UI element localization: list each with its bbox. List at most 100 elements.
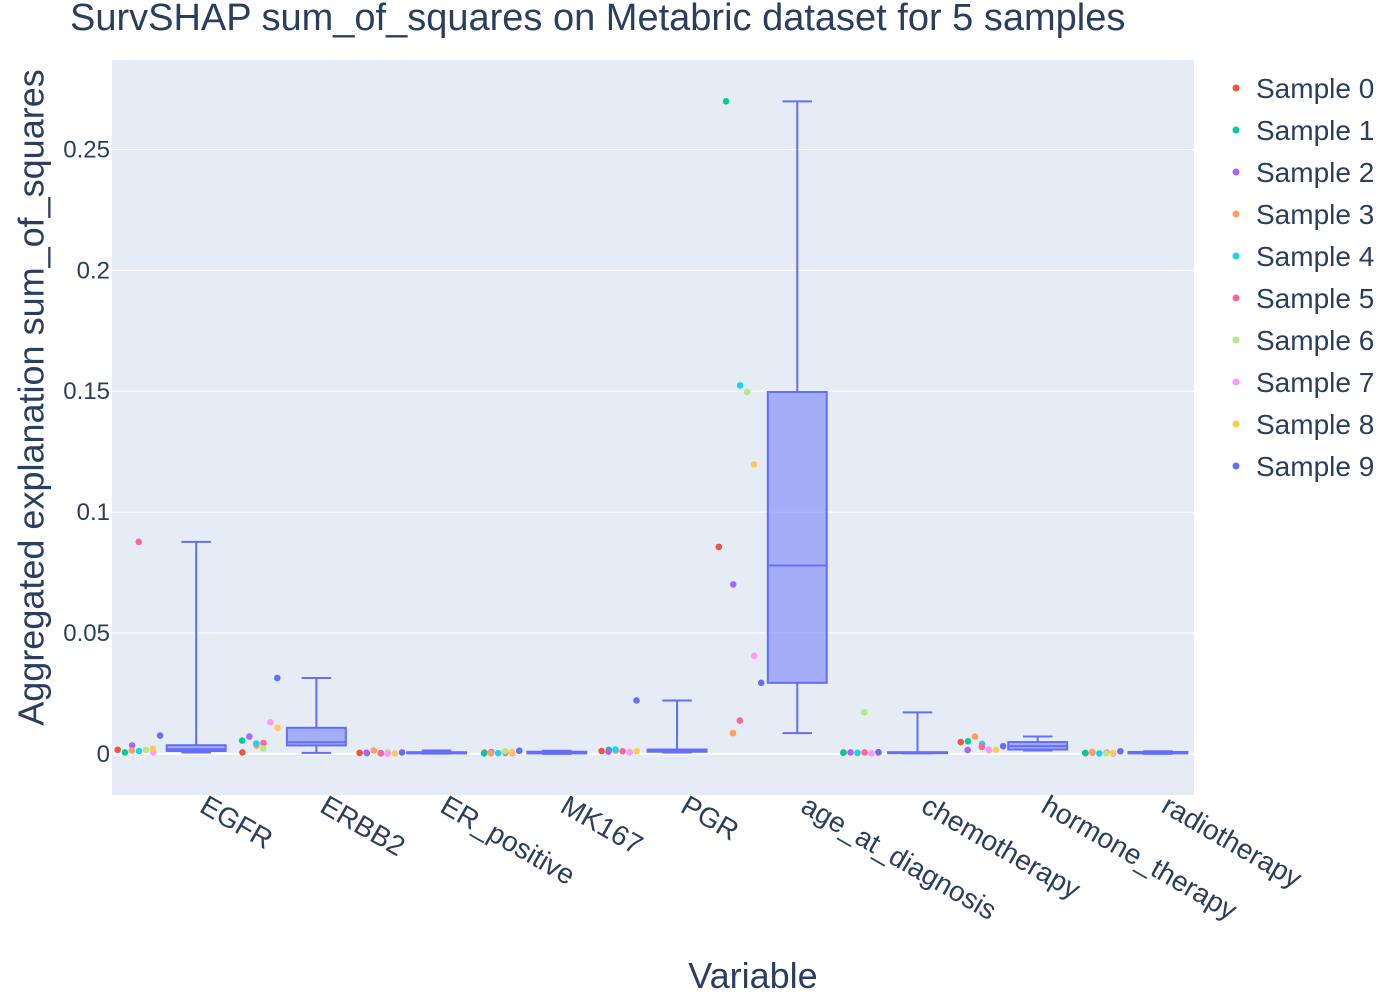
data-point (515, 747, 523, 755)
data-point (238, 737, 246, 744)
data-point (839, 749, 847, 756)
data-point (384, 750, 391, 757)
x-axis-title: Variable (688, 955, 817, 996)
data-point (999, 742, 1007, 750)
data-point (729, 729, 737, 737)
data-point (633, 747, 641, 755)
data-point (128, 742, 136, 749)
y-axis-title: Aggregated explanation sum_of_squares (11, 69, 52, 725)
box-erbb2 (285, 676, 347, 754)
data-point (260, 739, 267, 747)
data-point (480, 750, 488, 757)
data-point (377, 749, 384, 757)
plot-area (112, 60, 1194, 795)
chart-title: SurvSHAP sum_of_squares on Metabric data… (70, 0, 1125, 39)
legend-item-sample-1[interactable]: Sample 1 (1232, 115, 1375, 146)
data-point (875, 748, 882, 756)
data-point (985, 746, 993, 753)
box-series (165, 100, 1189, 755)
data-point (1109, 749, 1117, 757)
data-point (722, 98, 730, 105)
y-tick-label: 0.05 (63, 620, 110, 647)
data-point (494, 749, 502, 757)
legend-label: Sample 7 (1256, 367, 1374, 398)
legend-marker (1232, 210, 1240, 218)
legend-item-sample-9[interactable]: Sample 9 (1232, 451, 1375, 482)
legend-item-sample-0[interactable]: Sample 0 (1232, 73, 1375, 104)
data-point (149, 745, 157, 753)
data-point (356, 749, 363, 757)
data-point (1081, 749, 1089, 757)
legend-marker (1232, 168, 1240, 176)
data-point (605, 748, 612, 756)
y-axis-ticks: 0 0.05 0.1 0.15 0.2 0.25 (63, 136, 110, 767)
data-point (715, 543, 723, 551)
legend-label: Sample 6 (1256, 325, 1374, 356)
legend[interactable]: Sample 0 Sample 1 Sample 2 Sample 3 Sample 4… (1232, 73, 1375, 482)
data-point (957, 738, 965, 746)
data-point (508, 748, 516, 756)
data-point (598, 747, 605, 755)
data-point (1096, 750, 1103, 757)
y-tick-label: 0.25 (63, 136, 110, 163)
data-point (619, 747, 626, 755)
sample-points (114, 98, 1124, 757)
data-point (971, 733, 979, 740)
data-point (252, 740, 260, 747)
legend-label: Sample 9 (1256, 451, 1374, 482)
legend-marker (1232, 378, 1240, 386)
data-point (612, 746, 619, 753)
box-age_at_diagnosis (766, 100, 828, 735)
data-point (135, 747, 143, 755)
data-point (729, 581, 737, 588)
legend-item-sample-8[interactable]: Sample 8 (1232, 409, 1375, 440)
data-point (626, 749, 633, 756)
box-radiotherapy (1127, 750, 1189, 755)
legend-marker (1232, 84, 1240, 92)
data-point (633, 697, 640, 704)
legend-marker (1232, 294, 1240, 302)
data-point (114, 746, 122, 754)
legend-item-sample-5[interactable]: Sample 5 (1232, 283, 1375, 314)
data-point (860, 709, 868, 716)
data-point (743, 388, 751, 396)
data-point (736, 717, 744, 724)
data-point (1102, 750, 1110, 757)
legend-item-sample-3[interactable]: Sample 3 (1232, 199, 1375, 230)
legend-label: Sample 2 (1256, 157, 1374, 188)
legend-label: Sample 3 (1256, 199, 1374, 230)
y-tick-label: 0.1 (77, 499, 110, 526)
data-point (274, 674, 281, 682)
legend-label: Sample 0 (1256, 73, 1374, 104)
data-point (267, 718, 274, 726)
legend-marker (1232, 336, 1240, 344)
legend-label: Sample 1 (1256, 115, 1374, 146)
data-point (736, 382, 744, 389)
legend-item-sample-6[interactable]: Sample 6 (1232, 325, 1375, 356)
data-point (750, 461, 758, 468)
data-point (757, 679, 765, 687)
legend-label: Sample 5 (1256, 283, 1374, 314)
data-point (135, 538, 143, 546)
data-point (370, 747, 378, 754)
data-point (501, 747, 509, 755)
data-point (128, 747, 136, 754)
data-point (1088, 748, 1096, 756)
box-pgr (646, 699, 708, 754)
y-tick-label: 0.15 (63, 378, 110, 405)
data-point (363, 749, 370, 756)
data-point (391, 750, 399, 757)
box-mk167 (526, 749, 588, 755)
legend-marker (1232, 420, 1240, 428)
legend-item-sample-7[interactable]: Sample 7 (1232, 367, 1375, 398)
data-point (964, 746, 971, 754)
data-point (156, 732, 164, 739)
data-point (992, 746, 1000, 754)
legend-item-sample-4[interactable]: Sample 4 (1232, 241, 1375, 272)
legend-item-sample-2[interactable]: Sample 2 (1232, 157, 1375, 188)
data-point (861, 749, 868, 756)
data-point (978, 743, 986, 751)
legend-label: Sample 8 (1256, 409, 1374, 440)
data-point (274, 724, 281, 732)
